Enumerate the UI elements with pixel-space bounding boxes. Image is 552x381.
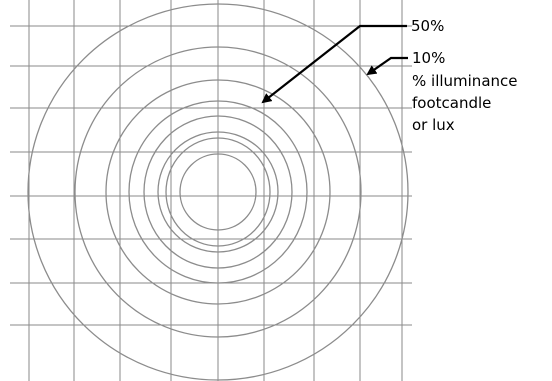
isolux-contours [27,3,409,381]
callout-10-label: 10% [412,49,445,67]
illuminance-unit-line-3: or lux [412,116,455,134]
callout-50-leader-line [261,24,407,104]
illuminance-contour-6 [157,131,279,253]
illuminance-contour-4 [128,100,308,284]
illuminance-contour-3 [105,79,331,305]
illuminance-unit-line-2: footcandle [412,94,491,112]
callout-50-percent: 50% [261,17,444,104]
illuminance-contour-1 [27,3,409,381]
callout-10-percent: 10% % illuminance footcandle or lux [366,49,518,134]
illuminance-contour-5 [143,115,293,269]
illuminance-contour-8 [179,153,257,231]
grid [10,0,412,381]
callout-50-label: 50% [411,17,444,35]
illuminance-unit-line-1: % illuminance [412,72,518,90]
illuminance-contour-2 [74,46,362,338]
illuminance-contour-7 [165,137,271,247]
callout-10-leader-line [366,56,408,76]
